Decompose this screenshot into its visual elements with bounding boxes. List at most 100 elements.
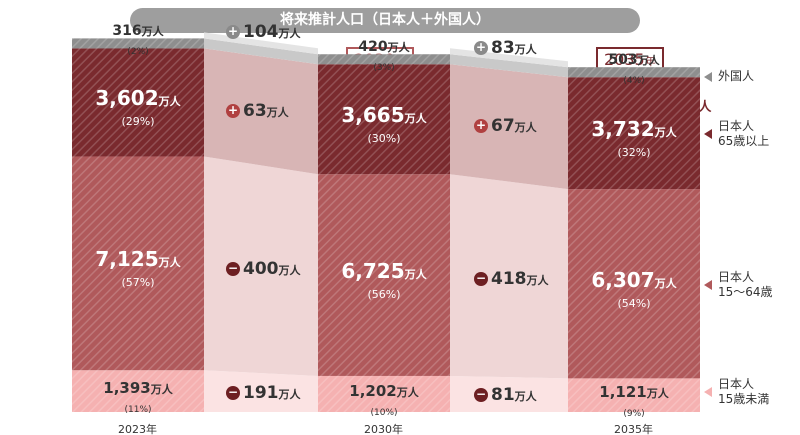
- bar-hatch: [318, 64, 450, 175]
- delta-unit: 万人: [278, 387, 301, 401]
- delta-value: 418: [491, 269, 527, 290]
- data-label: 1,121万人 (9%): [568, 382, 700, 420]
- data-label: 6,307万人 (54%): [568, 268, 700, 311]
- delta-unit: 万人: [278, 264, 301, 278]
- chart-title: 将来推計人口（日本人＋外国人）: [130, 8, 640, 33]
- gap-band: [450, 54, 568, 78]
- delta-label: −400万人: [226, 259, 301, 279]
- data-label-unit: 万人: [404, 268, 427, 282]
- delta-label: +63万人: [226, 101, 289, 121]
- bar-hatch: [72, 48, 204, 157]
- bar-hatch: [318, 54, 450, 65]
- bar-hatch: [318, 174, 450, 376]
- plus-icon: +: [474, 118, 488, 134]
- data-label-unit: 万人: [158, 256, 181, 270]
- year-label: 2035: [604, 50, 645, 69]
- data-label-percent: (54%): [617, 296, 651, 310]
- data-label-value: 1,202: [349, 381, 397, 400]
- legend-marker-icon: [704, 72, 712, 83]
- minus-icon: −: [226, 261, 240, 277]
- legend-label: 日本人: [718, 377, 755, 392]
- gap-band: [204, 48, 318, 175]
- legend-label-sub: 15歳未満: [718, 392, 770, 407]
- data-label-percent: (11%): [124, 405, 152, 416]
- delta-value: 83: [491, 38, 515, 59]
- delta-value: 67: [491, 116, 515, 137]
- data-label: 1,202万人 (10%): [318, 381, 450, 419]
- data-label-value: 1,121: [599, 383, 647, 402]
- delta-unit: 万人: [514, 121, 537, 135]
- data-label-unit: 万人: [404, 112, 427, 126]
- delta-label: −418万人: [474, 269, 549, 289]
- data-label-percent: (2%): [127, 47, 149, 58]
- data-label-value: 3,732: [591, 117, 655, 142]
- data-label-percent: (9%): [623, 409, 645, 420]
- data-label: 6,725万人 (56%): [318, 259, 450, 302]
- delta-label: +83万人: [474, 38, 537, 58]
- gap-band: [450, 64, 568, 190]
- data-label-unit: 万人: [396, 385, 419, 399]
- legend-marker-icon: [704, 129, 712, 140]
- data-label-percent: (30%): [367, 132, 401, 146]
- data-label-percent: (57%): [121, 276, 155, 290]
- data-label: 1,393万人 (11%): [72, 378, 204, 416]
- delta-value: 81: [491, 384, 515, 405]
- data-label-value: 6,307: [591, 267, 655, 292]
- data-label-unit: 万人: [158, 95, 181, 109]
- data-label-percent: (29%): [121, 115, 155, 129]
- gap-band: [450, 375, 568, 412]
- plus-icon: +: [474, 40, 488, 56]
- x-tick-label: 2030年: [364, 423, 403, 435]
- legend-label-sub: 65歳以上: [718, 134, 770, 149]
- delta-unit: 万人: [514, 389, 537, 403]
- data-label-unit: 万人: [646, 387, 669, 401]
- data-label: 316万人 (2%): [72, 20, 204, 58]
- data-label-value: 316: [112, 23, 142, 40]
- data-label-unit: 万人: [387, 41, 410, 55]
- data-label: 420万人 (3%): [318, 36, 450, 74]
- x-tick-label: 2035年: [614, 423, 653, 435]
- legend-label-sub: 15～64歳: [718, 284, 773, 299]
- delta-unit: 万人: [278, 27, 301, 41]
- data-label-value: 6,725: [341, 259, 405, 284]
- legend-item: 日本人 15～64歳: [704, 269, 773, 300]
- data-label-percent: (3%): [373, 63, 395, 74]
- data-label: 503万人 (4%): [568, 49, 700, 87]
- data-label-percent: (56%): [367, 288, 401, 302]
- data-label: 3,602万人 (29%): [72, 86, 204, 129]
- bar-hatch: [568, 67, 700, 78]
- data-label-value: 7,125: [95, 247, 159, 272]
- delta-label: +67万人: [474, 116, 537, 136]
- delta-label: −81万人: [474, 385, 537, 405]
- data-label-percent: (4%): [623, 76, 645, 87]
- delta-unit: 万人: [266, 105, 289, 119]
- data-label-value: 420: [358, 39, 388, 56]
- data-label-percent: (10%): [370, 407, 398, 418]
- data-label: 3,732万人 (32%): [568, 117, 700, 160]
- legend-item: 外国人: [704, 69, 755, 84]
- legend-label: 日本人: [718, 269, 755, 284]
- bar-hatch: [72, 156, 204, 371]
- plus-icon: +: [226, 24, 240, 40]
- data-label-value: 3,665: [341, 103, 405, 128]
- delta-value: 400: [243, 259, 279, 280]
- bar-hatch: [568, 189, 700, 379]
- legend-marker-icon: [704, 279, 712, 290]
- data-label-unit: 万人: [637, 54, 660, 68]
- data-label-unit: 万人: [150, 383, 173, 397]
- gap-band: [204, 38, 318, 65]
- data-label-value: 3,602: [95, 86, 159, 111]
- data-label-value: 1,393: [103, 379, 151, 398]
- legend-item: 日本人 65歳以上: [704, 119, 770, 149]
- bar-hatch: [72, 38, 204, 49]
- data-label-unit: 万人: [654, 126, 677, 140]
- legend-label: 外国人: [718, 69, 755, 84]
- delta-unit: 万人: [514, 43, 537, 57]
- data-label-unit: 万人: [654, 276, 677, 290]
- year-suffix: 年: [644, 55, 656, 68]
- bar-hatch: [72, 370, 204, 412]
- gap-band: [204, 370, 318, 412]
- plus-icon: +: [226, 102, 240, 118]
- delta-label: +104万人: [226, 22, 301, 42]
